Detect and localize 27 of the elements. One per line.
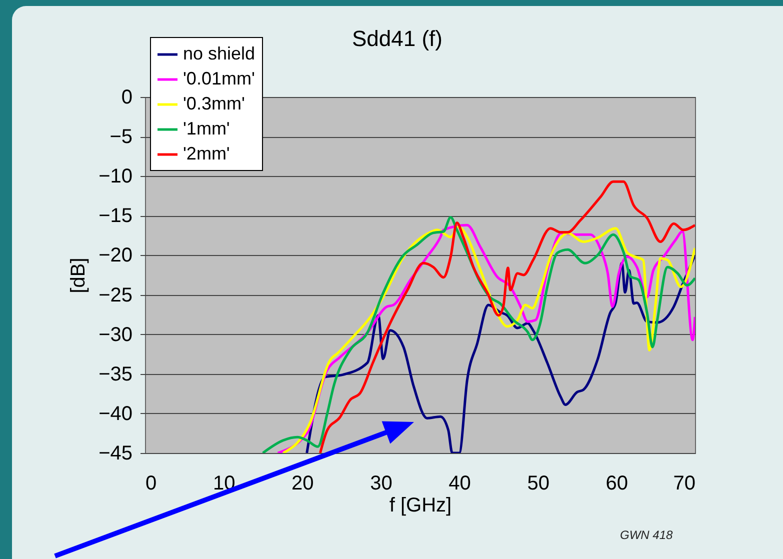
y-tick-label: −35 bbox=[98, 363, 132, 386]
x-axis-title: f [GHz] bbox=[389, 494, 452, 516]
x-tick-label: 0 bbox=[146, 472, 157, 494]
x-tick-label: 70 bbox=[673, 472, 696, 494]
text: GWN 418 bbox=[620, 528, 673, 542]
chart-title: Sdd41 (f) bbox=[352, 26, 442, 52]
y-tick-label: −30 bbox=[98, 324, 132, 346]
y-tick-label: −40 bbox=[98, 402, 132, 425]
x-tick-label: 30 bbox=[370, 472, 392, 494]
y-tick-label: −15 bbox=[98, 205, 132, 228]
legend-label: '0.3mm' bbox=[183, 94, 245, 114]
x-tick-label: 60 bbox=[606, 472, 628, 494]
x-tick-label: 40 bbox=[448, 472, 471, 494]
legend-label: '2mm' bbox=[183, 144, 230, 164]
x-tick-label: 50 bbox=[527, 472, 550, 494]
y-tick-label: 0 bbox=[121, 86, 132, 108]
y-tick-label: −20 bbox=[98, 244, 132, 267]
x-tick-label: 20 bbox=[292, 472, 314, 494]
legend-label: '0.01mm' bbox=[183, 68, 255, 88]
legend-label: '1mm' bbox=[183, 118, 230, 138]
legend-label: no shield bbox=[183, 44, 256, 64]
y-tick-label: −5 bbox=[110, 126, 132, 148]
y-tick-label: −45 bbox=[98, 442, 132, 464]
y-tick-label: −25 bbox=[98, 284, 132, 306]
y-axis-title: [dB] bbox=[68, 258, 90, 294]
y-tick-label: −10 bbox=[98, 166, 132, 188]
line-series bbox=[318, 180, 695, 453]
